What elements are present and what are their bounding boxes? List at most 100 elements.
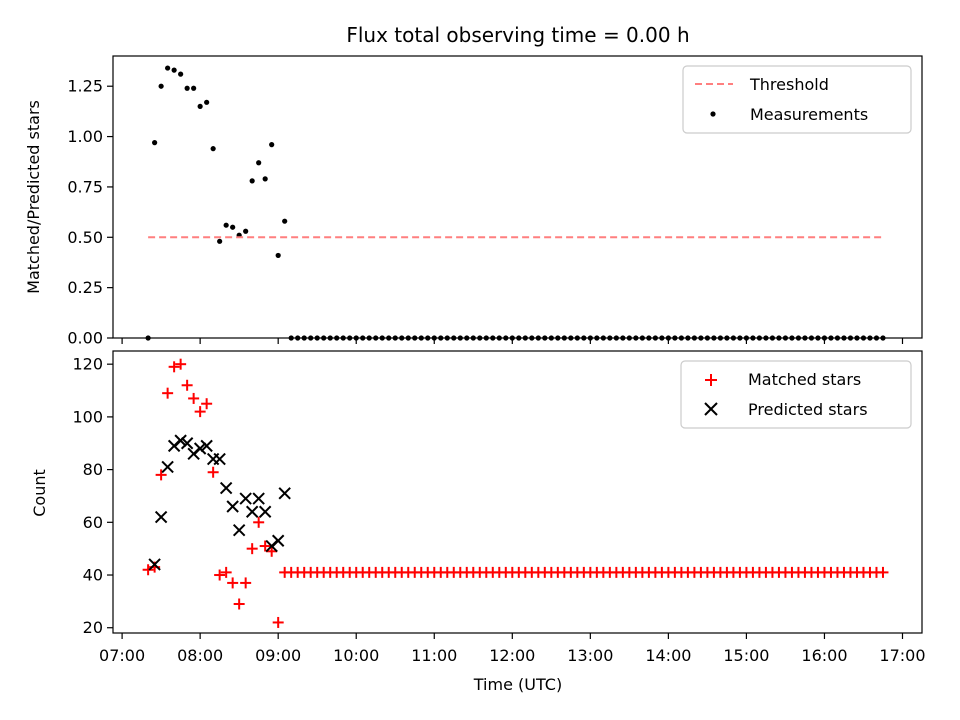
- measurement-point: [152, 140, 158, 146]
- bottom-series: [142, 358, 889, 628]
- bottom-y-axis-label: Count: [30, 469, 49, 517]
- matched-star-point: [207, 466, 219, 478]
- measurement-point: [243, 228, 249, 234]
- top-y-axis-label: Matched/Predicted stars: [24, 100, 43, 294]
- top-plot-frame: [112, 55, 923, 339]
- xtick-label: 12:00: [489, 646, 535, 665]
- legend-matched-swatch: [705, 374, 717, 386]
- matched-star-point: [201, 398, 213, 410]
- measurement-point: [191, 85, 197, 91]
- measurement-point: [249, 178, 255, 184]
- measurement-point: [165, 65, 171, 71]
- matched-star-point: [168, 361, 180, 373]
- bottom-ytick-label: 60: [83, 513, 103, 532]
- measurement-point: [269, 142, 275, 148]
- predicted-star-point: [200, 439, 213, 453]
- top-y-ticks: 0.00 0.25 0.50 0.75 1.00 1.25: [67, 77, 113, 348]
- measurement-point: [217, 238, 223, 244]
- top-ytick-label: 1.25: [67, 77, 103, 96]
- measurement-point: [184, 85, 190, 91]
- matched-star-point: [142, 564, 154, 576]
- bottom-legend-box: [680, 360, 912, 429]
- predicted-star-point: [219, 481, 233, 495]
- top-panel: 0.00 0.25 0.50 0.75 1.00 1.25 Matched/Predict…: [24, 55, 923, 348]
- chart-title: Flux total observing time = 0.00 h: [346, 23, 689, 47]
- matched-star-point: [227, 577, 239, 589]
- predicted-star-point: [226, 500, 239, 513]
- matched-star-point: [259, 540, 271, 552]
- bottom-legend: Matched stars Predicted stars: [680, 360, 912, 429]
- measurement-point: [256, 160, 262, 166]
- matched-star-point: [240, 577, 252, 589]
- measurement-point: [158, 83, 164, 89]
- xtick-label: 13:00: [567, 646, 613, 665]
- matched-star-point: [155, 469, 167, 481]
- xtick-label: 09:00: [255, 646, 301, 665]
- bottom-y-ticks: 20 40 60 80 100 120: [72, 355, 113, 637]
- measurement-point: [197, 103, 203, 109]
- bottom-panel: 20 40 60 80 100 120 07:00 08:00 09:00 10:00 11:00…: [30, 350, 926, 694]
- bottom-ytick-label: 120: [72, 355, 103, 374]
- bottom-plot-frame: [112, 350, 923, 634]
- measurement-point: [223, 222, 229, 228]
- measurement-point: [178, 71, 184, 77]
- predicted-star-point: [278, 487, 291, 500]
- top-ytick-label: 0.00: [67, 329, 103, 348]
- measurement-point: [210, 146, 216, 152]
- matched-star-point: [175, 358, 187, 370]
- legend-matched-label: Matched stars: [748, 370, 861, 389]
- matched-star-point: [214, 569, 226, 581]
- bottom-ytick-label: 80: [83, 460, 103, 479]
- matched-star-point: [162, 387, 174, 399]
- predicted-star-point: [174, 434, 187, 447]
- measurement-point: [230, 224, 236, 230]
- matched-star-point: [272, 616, 284, 628]
- measurement-point: [282, 218, 288, 224]
- top-ytick-label: 0.25: [67, 278, 103, 297]
- legend-threshold-label: Threshold: [749, 75, 829, 94]
- top-legend: Threshold Measurements: [682, 65, 912, 134]
- matched-star-point: [877, 566, 889, 578]
- matched-star-point: [194, 406, 206, 418]
- legend-measurements-label: Measurements: [750, 105, 868, 124]
- bottom-ytick-label: 40: [83, 566, 103, 585]
- measurement-point: [275, 252, 281, 259]
- predicted-star-point: [180, 437, 194, 450]
- measurement-point: [171, 67, 177, 73]
- predicted-star-point: [245, 505, 259, 518]
- x-axis-label: Time (UTC): [473, 675, 562, 694]
- predicted-star-point: [193, 442, 207, 455]
- predicted-star-point: [154, 510, 168, 524]
- top-ytick-label: 0.75: [67, 177, 103, 196]
- legend-predicted-swatch: [704, 402, 718, 416]
- matched-star-point: [233, 598, 245, 610]
- predicted-star-point: [161, 460, 174, 474]
- xtick-label: 15:00: [723, 646, 769, 665]
- xtick-label: 16:00: [801, 646, 847, 665]
- matched-star-point: [220, 566, 232, 578]
- predicted-star-point: [271, 534, 285, 547]
- top-ytick-label: 1.00: [67, 127, 103, 146]
- xtick-label: 11:00: [411, 646, 457, 665]
- measurement-point: [204, 99, 210, 105]
- xtick-label: 07:00: [99, 646, 145, 665]
- xtick-label: 08:00: [177, 646, 223, 665]
- matched-star-point: [188, 392, 200, 404]
- predicted-star-point: [252, 492, 265, 505]
- top-ytick-label: 0.50: [67, 228, 103, 247]
- bottom-x-ticks: 07:00 08:00 09:00 10:00 11:00 12:00 13:00 14:00…: [99, 633, 926, 665]
- matched-star-point: [246, 543, 258, 555]
- xtick-label: 14:00: [645, 646, 691, 665]
- legend-predicted-label: Predicted stars: [748, 400, 868, 419]
- xtick-label: 10:00: [333, 646, 379, 665]
- predicted-star-point: [258, 505, 272, 518]
- xtick-label: 17:00: [879, 646, 925, 665]
- measurement-point: [262, 176, 268, 182]
- predicted-star-point: [148, 558, 161, 571]
- bottom-ytick-label: 100: [72, 407, 103, 426]
- predicted-star-point: [232, 524, 246, 537]
- legend-measurements-swatch: [710, 111, 716, 117]
- predicted-star-point: [239, 492, 252, 505]
- matched-star-point: [266, 545, 278, 557]
